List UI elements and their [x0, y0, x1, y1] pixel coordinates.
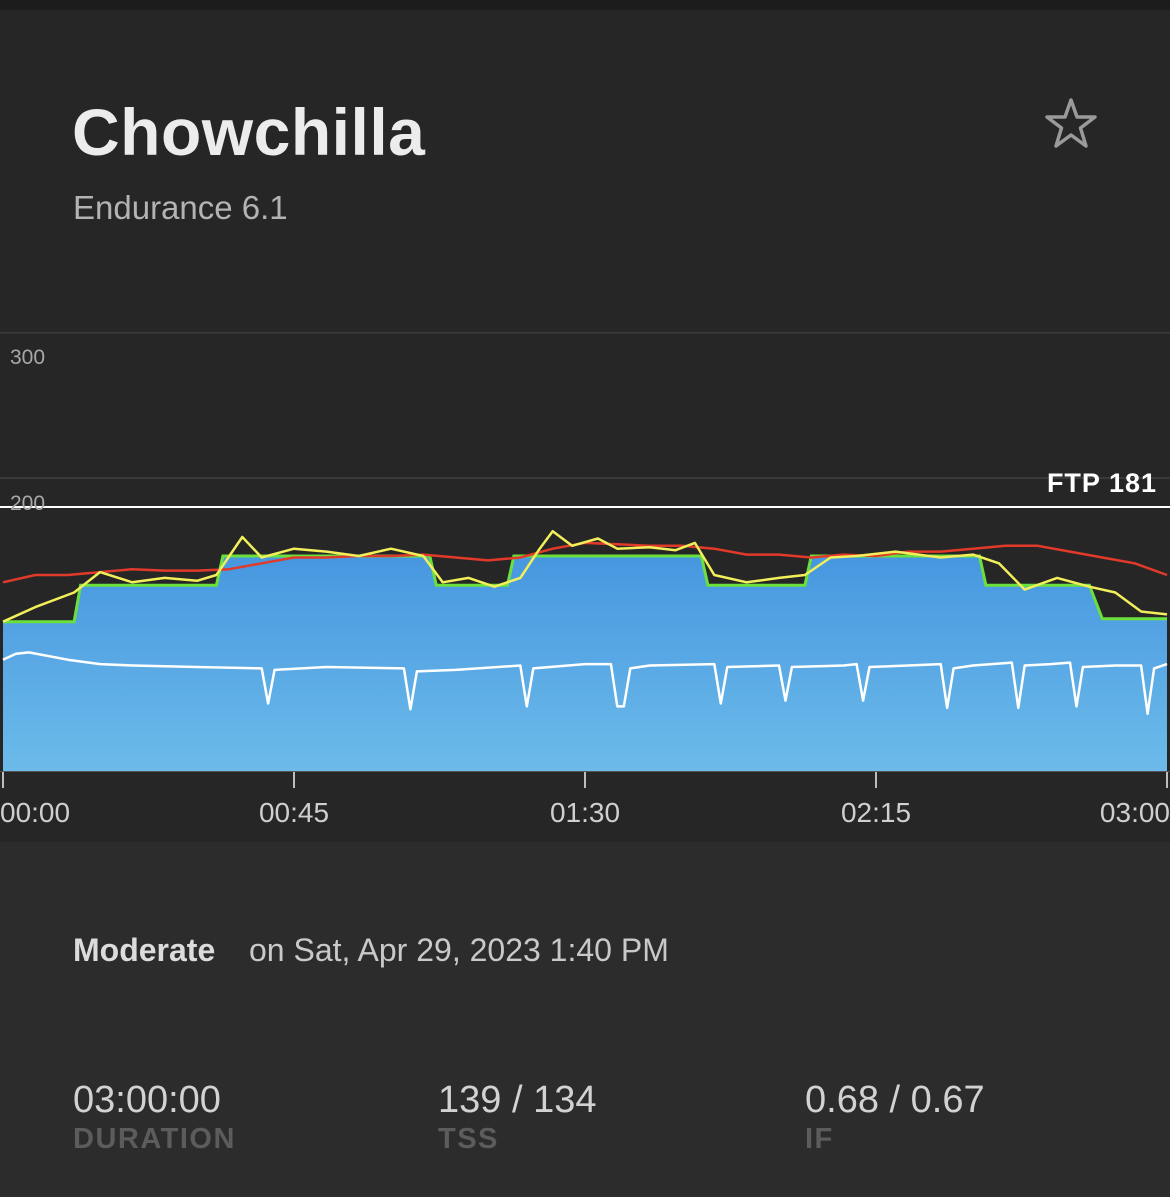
- x-tick-label: 00:00: [0, 797, 70, 828]
- workout-summary: Moderate on Sat, Apr 29, 2023 1:40 PM 03…: [0, 842, 1170, 1197]
- workout-chart: 300 200 FTP 181 00:00 00:45 01:30 02:15 03:0…: [0, 332, 1170, 842]
- workout-header: Chowchilla Endurance 6.1: [0, 10, 1170, 332]
- duration-value: 03:00:00: [73, 1079, 221, 1121]
- duration-label: DURATION: [73, 1123, 236, 1155]
- power-line: [2, 529, 1168, 623]
- ftp-label: FTP 181: [1047, 468, 1157, 498]
- x-axis: 00:00 00:45 01:30 02:15 03:00: [0, 772, 1170, 828]
- top-strip: [0, 0, 1170, 10]
- tss-value: 139 / 134: [438, 1079, 597, 1121]
- x-tick-label: 03:00: [1100, 797, 1170, 828]
- workout-chart-svg: 300 200 FTP 181 00:00 00:45 01:30 02:15 03:0…: [0, 332, 1170, 828]
- metric-duration: 03:00:00 DURATION: [73, 1078, 236, 1156]
- workout-subtitle: Endurance 6.1: [73, 189, 288, 226]
- x-tick-label: 00:45: [259, 797, 329, 828]
- if-value: 0.68 / 0.67: [805, 1079, 985, 1121]
- metric-if: 0.68 / 0.67 IF: [805, 1078, 985, 1156]
- cadence-line: [2, 651, 1168, 715]
- workout-title: Chowchilla: [72, 95, 426, 169]
- tss-label: TSS: [438, 1123, 499, 1155]
- x-tick-label: 01:30: [550, 797, 620, 828]
- if-label: IF: [805, 1123, 834, 1155]
- workout-datetime: on Sat, Apr 29, 2023 1:40 PM: [249, 932, 669, 968]
- y-tick-label: 300: [10, 346, 45, 369]
- target-power-outline: [3, 554, 1167, 624]
- y-tick-label: 200: [10, 492, 45, 515]
- x-tick-label: 02:15: [841, 797, 911, 828]
- intensity-label: Moderate: [73, 932, 216, 968]
- star-icon[interactable]: [1043, 96, 1099, 152]
- metric-tss: 139 / 134 TSS: [438, 1078, 596, 1156]
